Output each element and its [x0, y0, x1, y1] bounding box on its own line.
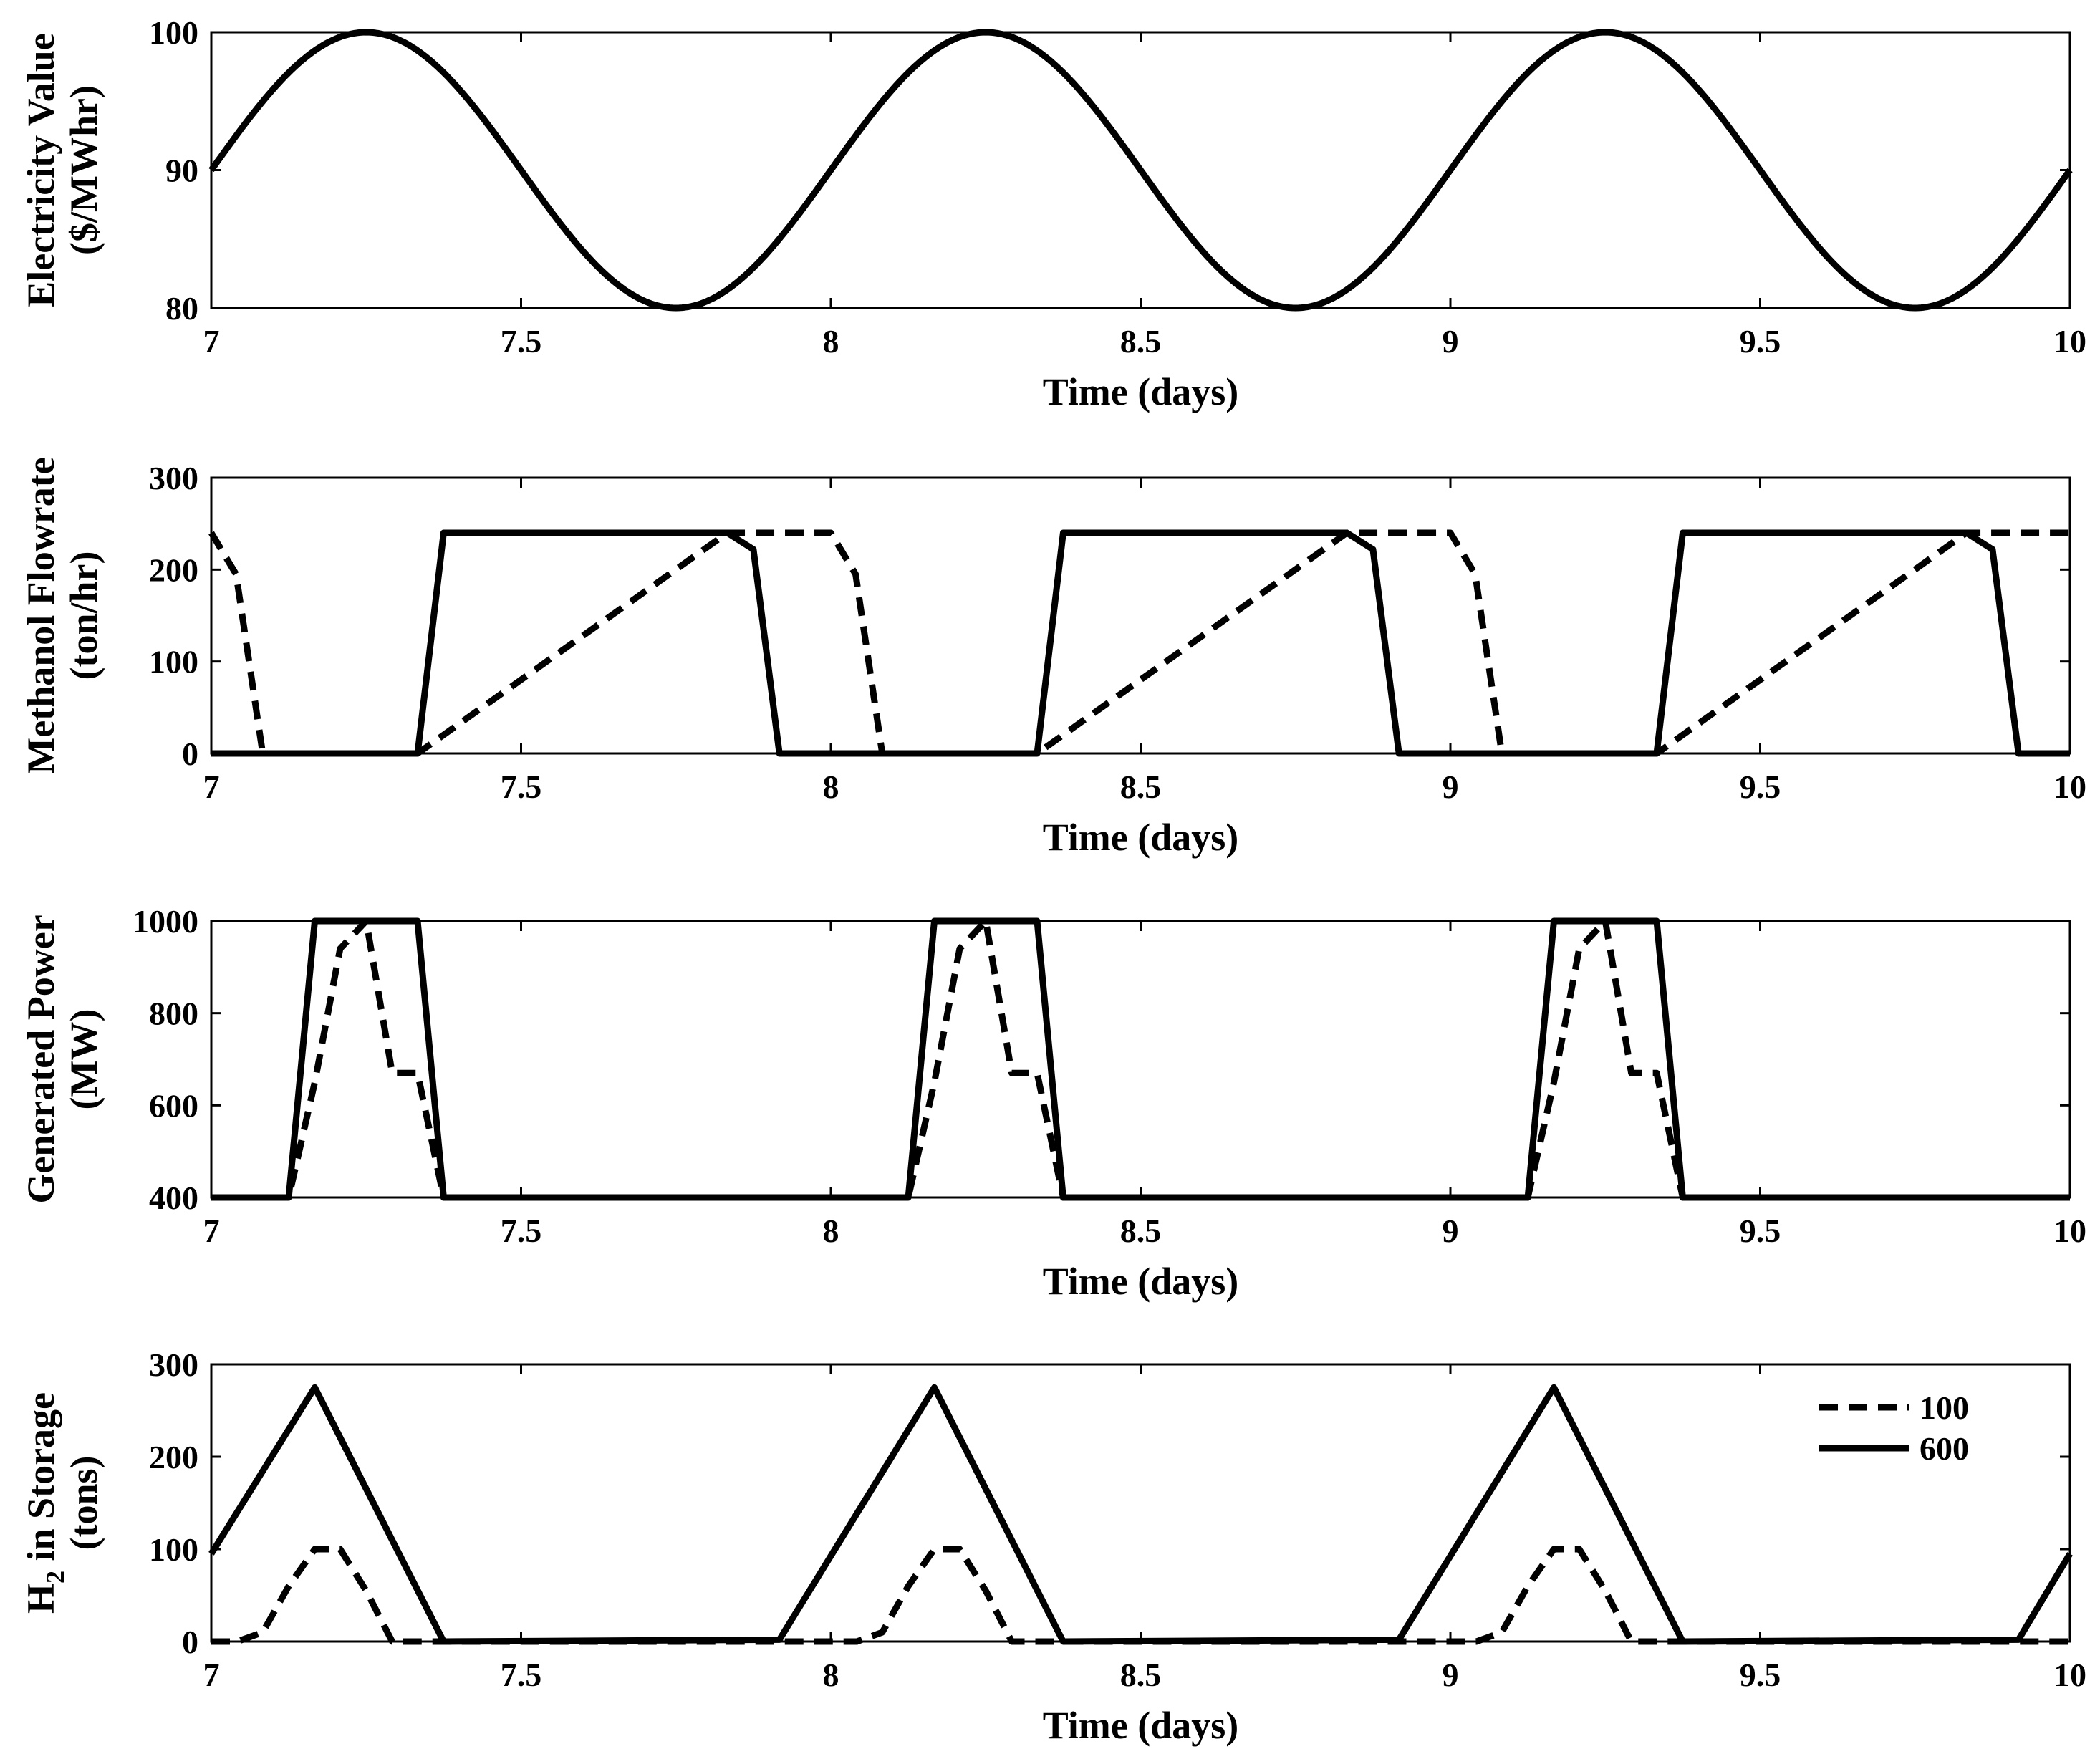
y-axis-title-h: H: [19, 1584, 62, 1614]
series-line-600: [211, 917, 2070, 1201]
x-axis-title: Time (days): [1043, 816, 1239, 859]
y-tick-label: 800: [149, 996, 198, 1032]
series-line-100: [211, 1546, 2070, 1645]
x-tick-label: 7: [203, 768, 220, 805]
y-tick-label: 100: [149, 14, 198, 51]
series-line-100: [208, 529, 2070, 757]
y-axis-title-line1: Generated Power: [19, 915, 62, 1203]
electricity-value-panel: Electricity Value ($/MWhr) Time (days) 7…: [19, 14, 2086, 413]
y-tick-label: 300: [149, 460, 198, 496]
x-tick-label: 8: [823, 323, 839, 360]
x-tick-label: 10: [2053, 1657, 2086, 1693]
y-tick-label: 80: [165, 290, 198, 327]
plot-frame: [210, 920, 2071, 1199]
plot-frame: [210, 476, 2071, 755]
y-axis-title-line2: (tons): [62, 1456, 105, 1551]
x-tick-label: 9: [1443, 768, 1459, 805]
y-axis-title-line1: Electricity Value: [19, 33, 62, 307]
x-tick-label: 8.5: [1120, 1657, 1162, 1693]
h2-storage-panel: H2 in Storage (tons) Time (days) 100 600…: [19, 1346, 2086, 1747]
x-tick-label: 9.5: [1740, 323, 1781, 360]
y-axis-title-line2: (ton/hr): [62, 551, 105, 680]
series-line-main: [208, 29, 2073, 312]
y-tick-label: 200: [149, 1439, 198, 1475]
y-tick-label: 100: [149, 1531, 198, 1568]
x-tick-label: 9: [1443, 323, 1459, 360]
generated-power-panel: Generated Power (MW) Time (days) 7 7.5 8 8.…: [19, 903, 2086, 1303]
y-tick-label: 0: [182, 1624, 198, 1660]
x-axis-title: Time (days): [1043, 1704, 1239, 1747]
y-tick-label: 200: [149, 551, 198, 588]
y-tick-label: 0: [182, 736, 198, 772]
methanol-flowrate-panel: Methanol Flowrate (ton/hr) Time (days) 7…: [19, 457, 2086, 859]
x-tick-label: 9: [1443, 1213, 1459, 1249]
x-tick-label: 8: [823, 1213, 839, 1249]
series-line-600: [211, 529, 2070, 757]
y-tick-label: 90: [165, 153, 198, 189]
x-axis-title: Time (days): [1043, 370, 1239, 413]
x-tick-label: 7: [203, 1657, 220, 1693]
y-axis-title-subscript: 2: [41, 1571, 69, 1584]
x-tick-label: 8.5: [1120, 768, 1162, 805]
x-tick-label: 10: [2053, 768, 2086, 805]
y-tick-label: 400: [149, 1180, 198, 1216]
y-tick-label: 100: [149, 644, 198, 680]
x-tick-label: 9: [1443, 1657, 1459, 1693]
x-tick-label: 7.5: [501, 1213, 542, 1249]
legend-label-600: 600: [1920, 1430, 1969, 1467]
x-axis-title: Time (days): [1043, 1260, 1239, 1303]
x-tick-label: 7.5: [501, 323, 542, 360]
y-axis-title-line2: (MW): [62, 1009, 105, 1110]
x-tick-label: 10: [2053, 1213, 2086, 1249]
y-tick-label: 300: [149, 1346, 198, 1383]
legend: 100 600: [1819, 1389, 1969, 1467]
x-tick-label: 9.5: [1740, 768, 1781, 805]
series-line-600: [208, 1384, 2073, 1645]
x-tick-label: 8: [823, 1657, 839, 1693]
x-tick-label: 9.5: [1740, 1213, 1781, 1249]
x-tick-label: 10: [2053, 323, 2086, 360]
series-line-100: [211, 917, 2070, 1201]
y-axis-title-line1: Methanol Flowrate: [19, 457, 62, 773]
plot-frame: [210, 1363, 2071, 1643]
x-tick-label: 8.5: [1120, 323, 1162, 360]
x-tick-label: 7: [203, 1213, 220, 1249]
legend-label-100: 100: [1920, 1389, 1969, 1426]
y-tick-label: 600: [149, 1087, 198, 1124]
x-tick-label: 8: [823, 768, 839, 805]
y-tick-label: 1000: [133, 903, 198, 940]
x-tick-label: 7.5: [501, 768, 542, 805]
x-tick-label: 8.5: [1120, 1213, 1162, 1249]
y-axis-title-line1: H2 in Storage: [19, 1392, 69, 1614]
y-axis-title-line2: ($/MWhr): [62, 85, 105, 255]
x-tick-label: 7: [203, 323, 220, 360]
y-axis-title-rest: in Storage: [19, 1392, 62, 1571]
x-tick-label: 7.5: [501, 1657, 542, 1693]
x-tick-label: 9.5: [1740, 1657, 1781, 1693]
